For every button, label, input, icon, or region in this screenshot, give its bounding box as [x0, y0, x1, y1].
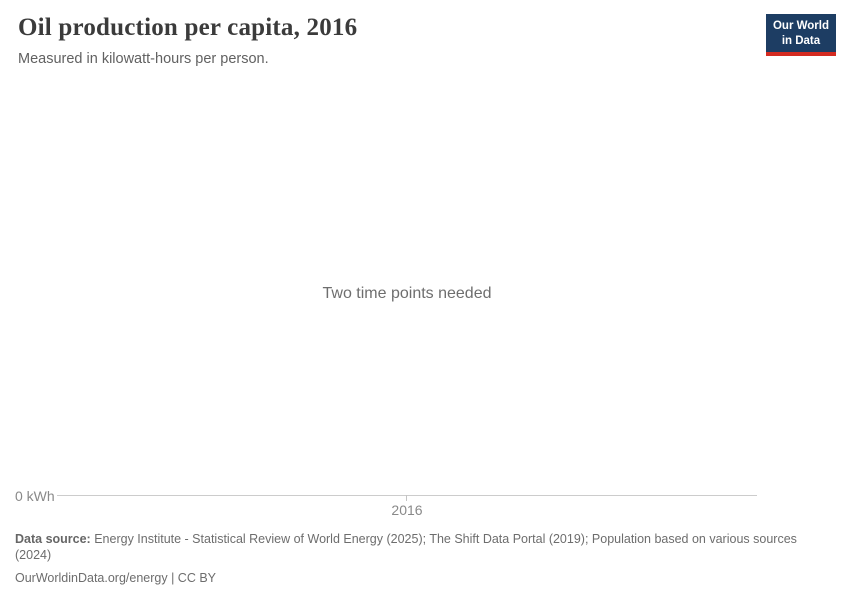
data-source-text: Energy Institute - Statistical Review of…	[15, 532, 797, 562]
x-axis-tick	[406, 495, 407, 501]
page-title: Oil production per capita, 2016	[18, 14, 358, 41]
chart-subtitle: Measured in kilowatt-hours per person.	[18, 51, 269, 67]
owid-logo-line1: Our World	[772, 20, 829, 32]
x-axis-tick-label: 2016	[391, 502, 423, 518]
data-source-label: Data source:	[15, 532, 91, 546]
citation-line: OurWorldinData.org/energy | CC BY	[15, 571, 217, 586]
plot-area: Two time points needed	[57, 90, 757, 495]
chart-footer: Data source: Energy Institute - Statisti…	[15, 532, 835, 587]
owid-logo-line2: in Data	[781, 34, 821, 47]
owid-logo: Our World in Data	[765, 14, 836, 56]
data-source-line: Data source: Energy Institute - Statisti…	[15, 532, 835, 563]
x-axis-line	[57, 495, 757, 496]
empty-state-message: Two time points needed	[322, 285, 492, 302]
chart-header: Oil production per capita, 2016 Measured…	[18, 14, 836, 67]
y-axis-zero-label: 0 kWh	[15, 488, 55, 504]
